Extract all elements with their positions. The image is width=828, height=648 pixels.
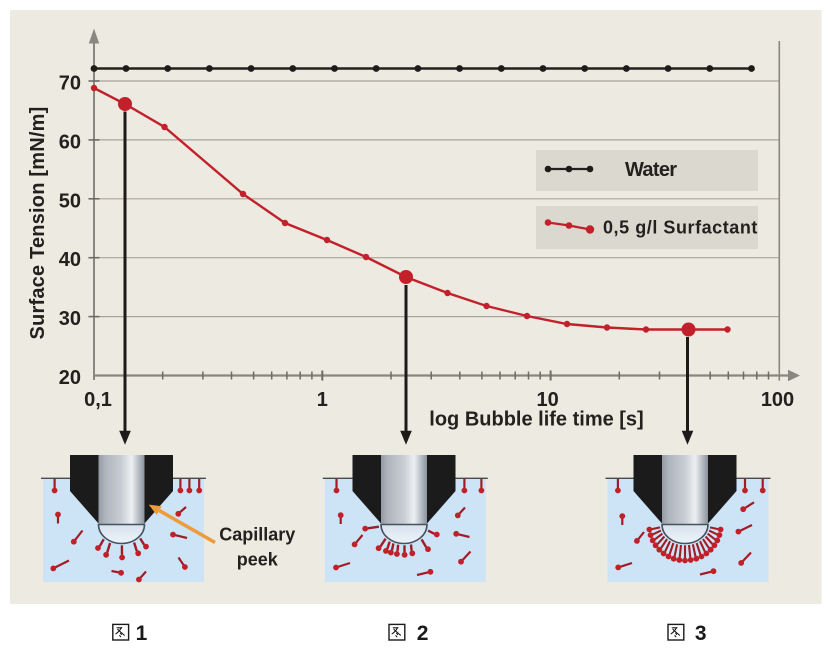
svg-text:1: 1 (317, 389, 328, 411)
svg-text:Water: Water (625, 159, 677, 181)
svg-text:0,1: 0,1 (84, 389, 112, 411)
svg-text:0,5 g/l Surfactant: 0,5 g/l Surfactant (603, 218, 758, 238)
svg-text:3: 3 (695, 622, 707, 645)
svg-text:10: 10 (536, 389, 558, 411)
svg-text:1: 1 (136, 622, 148, 645)
svg-text:log Bubble life time [s]: log Bubble life time [s] (429, 409, 643, 431)
svg-text:peek: peek (237, 550, 279, 570)
svg-text:Surface Tension [mN/m]: Surface Tension [mN/m] (27, 107, 49, 340)
svg-text:Capillary: Capillary (219, 525, 295, 545)
svg-text:100: 100 (761, 389, 794, 411)
svg-text:60: 60 (59, 131, 81, 153)
svg-text:2: 2 (417, 622, 429, 645)
svg-text:30: 30 (59, 308, 81, 330)
svg-text:70: 70 (59, 73, 81, 95)
svg-text:20: 20 (59, 367, 81, 389)
svg-text:50: 50 (59, 190, 81, 212)
svg-text:40: 40 (59, 249, 81, 271)
